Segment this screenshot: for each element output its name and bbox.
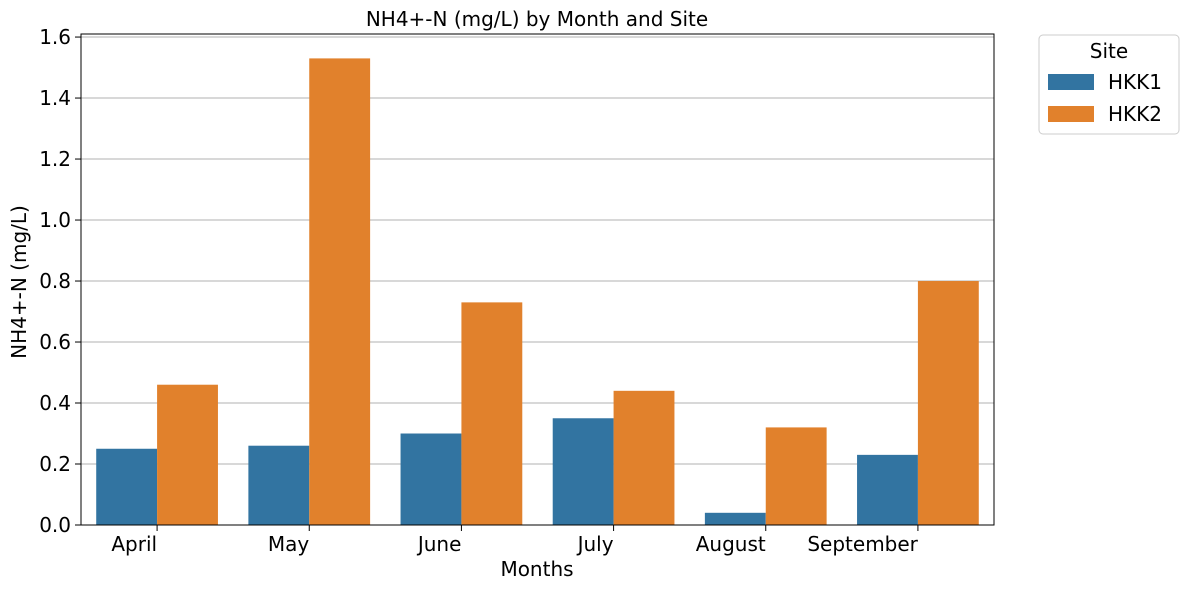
bar-hkk1-june — [400, 433, 462, 525]
x-axis-label: Months — [500, 557, 573, 581]
bar-hkk2-august — [765, 427, 827, 525]
y-tick-label: 0.2 — [39, 452, 71, 476]
gridlines — [81, 36, 994, 465]
x-tick-label: April — [111, 532, 157, 556]
bar-hkk2-may — [309, 58, 371, 525]
x-tick-label: September — [807, 532, 918, 556]
x-tick-label: August — [696, 532, 766, 556]
y-tick-label: 1.6 — [39, 25, 71, 49]
legend-label-hkk1: HKK1 — [1108, 70, 1162, 94]
legend-swatch-hkk2 — [1048, 106, 1094, 122]
y-tick-label: 0.6 — [39, 330, 71, 354]
legend: Site HKK1 HKK2 — [1038, 34, 1180, 135]
y-tick-label: 1.2 — [39, 147, 71, 171]
y-axis-label: NH4+-N (mg/L) — [7, 205, 31, 359]
x-axis: April May June July August September — [111, 525, 919, 556]
x-tick-label: May — [268, 532, 310, 556]
bar-hkk1-april — [96, 448, 158, 525]
legend-title: Site — [1090, 39, 1128, 63]
x-tick-label: July — [576, 532, 614, 556]
bar-hkk1-may — [248, 445, 310, 525]
legend-swatch-hkk1 — [1048, 74, 1094, 90]
bar-hkk2-july — [613, 390, 675, 525]
chart-title: NH4+-N (mg/L) by Month and Site — [366, 7, 708, 31]
bars — [96, 58, 979, 525]
y-tick-label: 0.0 — [39, 513, 71, 537]
y-axis: 0.0 0.2 0.4 0.6 0.8 1.0 1.2 1.4 1.6 — [39, 25, 81, 537]
bar-hkk2-april — [157, 384, 218, 525]
x-tick-label: June — [416, 532, 462, 556]
bar-hkk1-july — [552, 418, 614, 525]
y-tick-label: 0.4 — [39, 391, 71, 415]
y-tick-label: 1.4 — [39, 86, 71, 110]
plot-area-frame — [80, 33, 995, 526]
bar-hkk1-august — [704, 512, 766, 525]
y-tick-label: 1.0 — [39, 208, 71, 232]
bar-hkk2-september — [917, 281, 979, 525]
legend-label-hkk2: HKK2 — [1108, 102, 1162, 126]
bar-hkk1-september — [857, 454, 918, 525]
y-tick-label: 0.8 — [39, 269, 71, 293]
bar-hkk2-june — [461, 302, 523, 525]
